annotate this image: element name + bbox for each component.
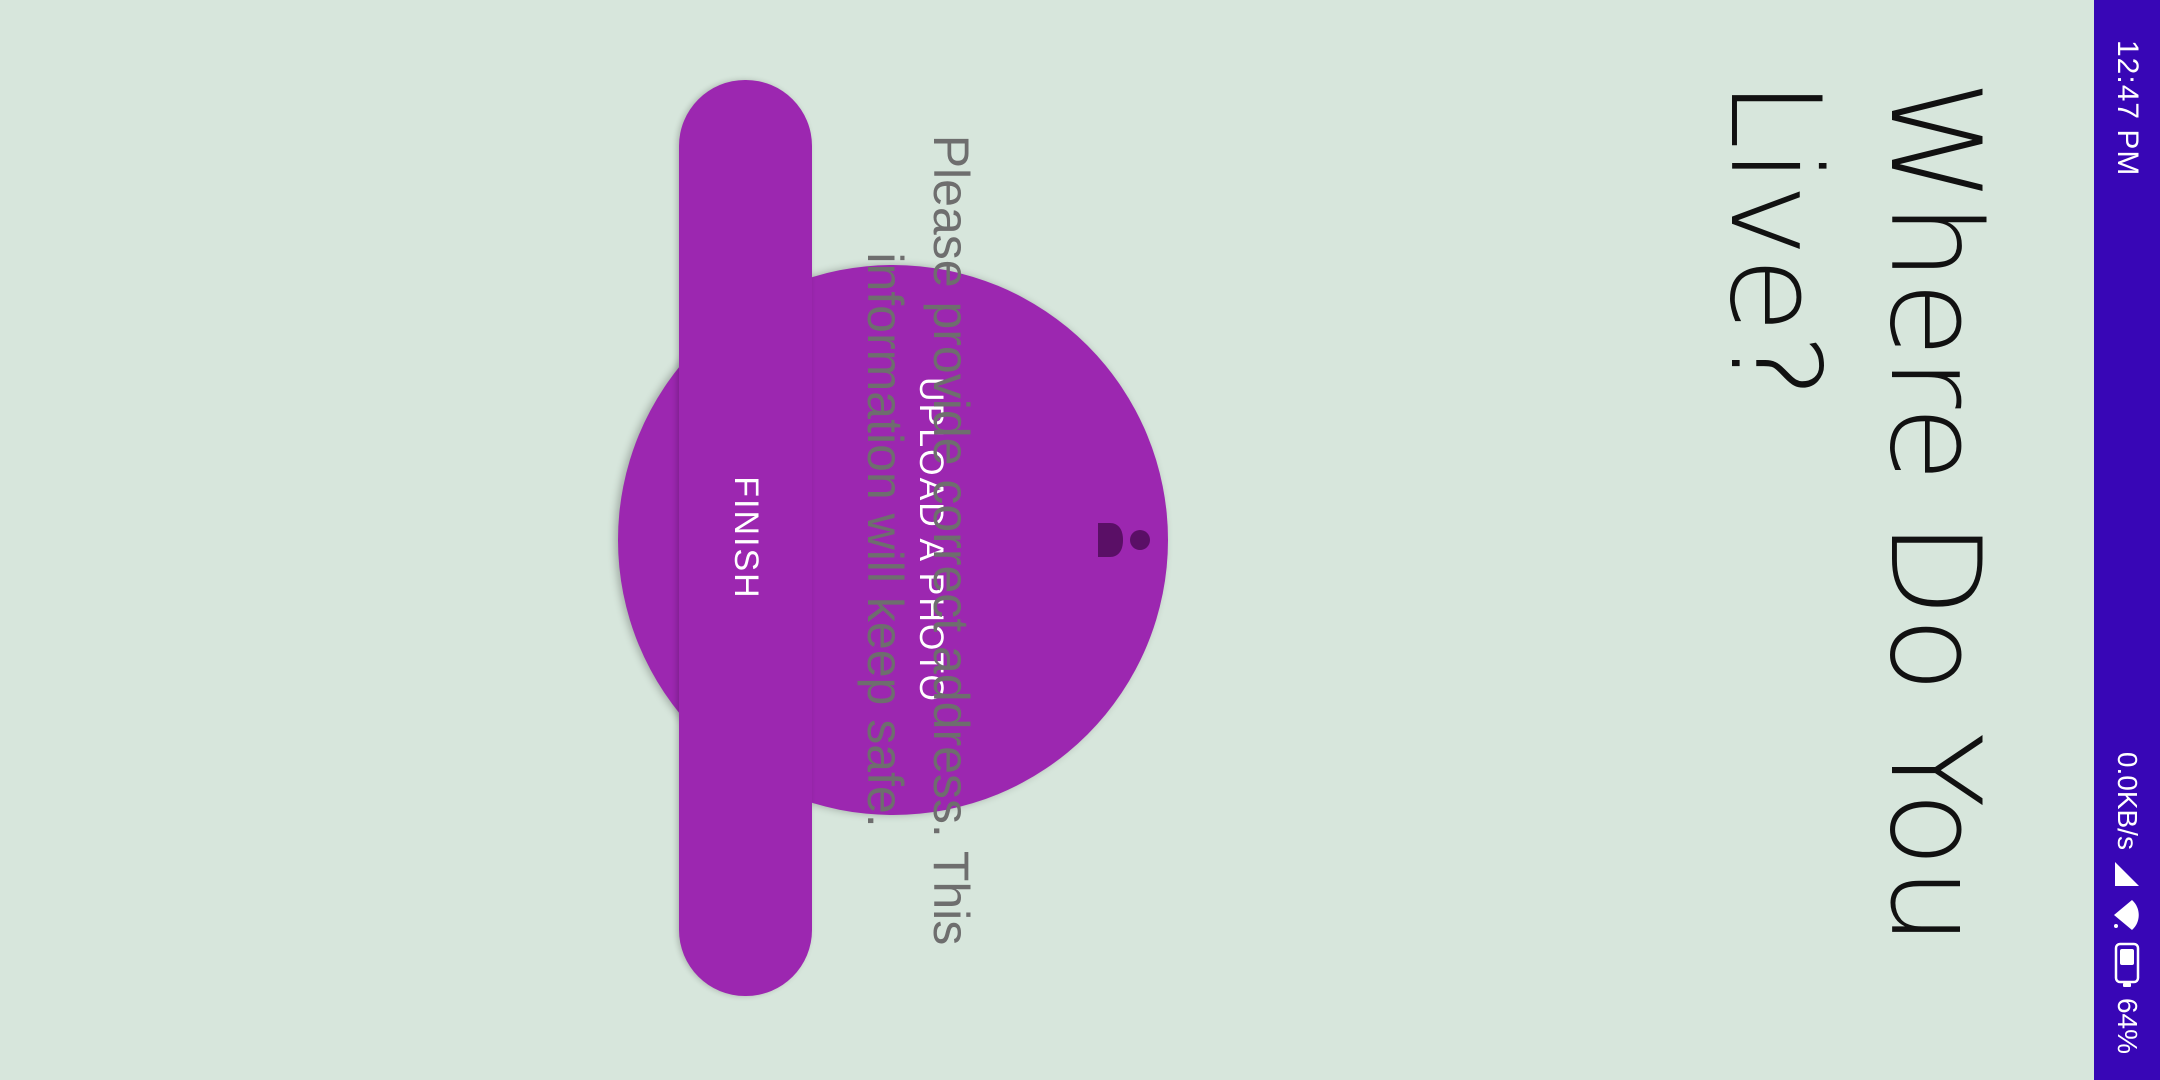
page-title: Where Do You Live?: [1702, 80, 2006, 946]
status-bar: 12:47 PM 0.0KB/s: [2094, 0, 2160, 1080]
upload-photo-button[interactable]: UPLOAD A PHOTO: [618, 265, 1168, 815]
finish-button[interactable]: FINISH: [679, 80, 812, 996]
signal-icon: [2113, 860, 2141, 888]
main-content: Where Do You Live? UPLOAD A PHOTO Please…: [618, 80, 2006, 996]
status-right-group: 0.0KB/s: [2094, 752, 2160, 1054]
person-icon: [1098, 523, 1150, 557]
wifi-icon: [2112, 898, 2142, 932]
status-bar-content: 12:47 PM 0.0KB/s: [2094, 0, 2160, 1080]
finish-label: FINISH: [727, 476, 765, 600]
battery-icon: [2114, 942, 2140, 988]
info-text: Please provide correct address. This inf…: [857, 134, 979, 946]
status-time: 12:47 PM: [2111, 40, 2144, 177]
battery-percent: 64%: [2112, 997, 2143, 1054]
network-speed: 0.0KB/s: [2112, 751, 2143, 850]
